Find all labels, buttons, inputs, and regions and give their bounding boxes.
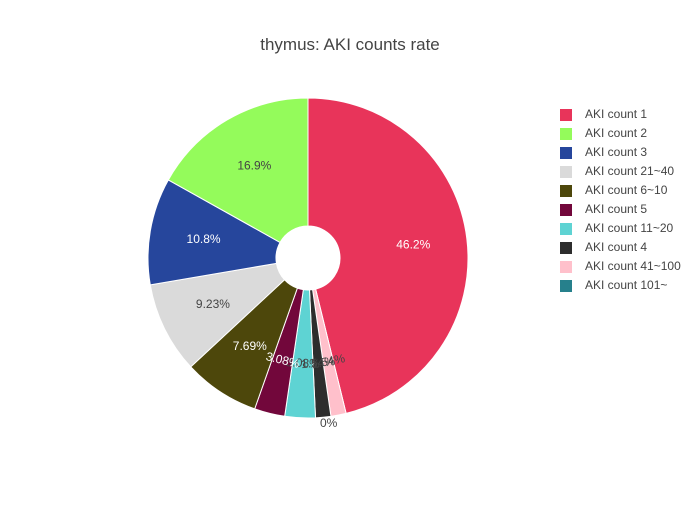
- slice-aki-count-2[interactable]: [167, 97, 309, 244]
- slice-label-aki-count-2: 16.9%: [237, 159, 271, 173]
- legend-label: AKI count 101~: [585, 278, 667, 292]
- legend-label: AKI count 21~40: [585, 164, 674, 178]
- legend-label: AKI count 4: [585, 240, 647, 254]
- legend-swatch: [560, 185, 572, 197]
- legend-label: AKI count 41~100: [585, 259, 681, 273]
- slice-aki-count-3[interactable]: [147, 179, 281, 286]
- legend-item-aki-count-2[interactable]: AKI count 2: [560, 126, 647, 140]
- legend-swatch: [560, 147, 572, 159]
- legend-item-aki-count-101[interactable]: AKI count 101~: [560, 278, 667, 292]
- legend-label: AKI count 6~10: [585, 183, 668, 197]
- slice-aki-count-1[interactable]: [307, 97, 469, 415]
- chart-title: thymus: AKI counts rate: [260, 35, 440, 54]
- legend-label: AKI count 3: [585, 145, 647, 159]
- slice-label-aki-count-1: 46.2%: [396, 237, 430, 251]
- legend-swatch: [560, 128, 572, 140]
- legend-swatch: [560, 280, 572, 292]
- slice-label-aki-count-6-10: 7.69%: [233, 339, 267, 353]
- slice-label-aki-count-41-100: 1.54%: [310, 351, 346, 371]
- legend[interactable]: AKI count 1 AKI count 2 AKI count 3 AKI cou…: [560, 107, 681, 292]
- legend-label: AKI count 2: [585, 126, 647, 140]
- legend-swatch: [560, 109, 572, 121]
- legend-label: AKI count 11~20: [585, 221, 674, 235]
- legend-swatch: [560, 166, 572, 178]
- slice-label-aki-count-11-20: 3.08%: [285, 355, 320, 371]
- legend-label: AKI count 5: [585, 202, 647, 216]
- legend-swatch: [560, 204, 572, 216]
- legend-item-aki-count-11-20[interactable]: AKI count 11~20: [560, 221, 674, 235]
- slice-label-aki-count-21-40: 9.23%: [196, 297, 230, 311]
- legend-item-aki-count-3[interactable]: AKI count 3: [560, 145, 647, 159]
- legend-swatch: [560, 261, 572, 273]
- legend-item-aki-count-5[interactable]: AKI count 5: [560, 202, 647, 216]
- legend-swatch: [560, 223, 572, 235]
- legend-item-aki-count-6-10[interactable]: AKI count 6~10: [560, 183, 668, 197]
- legend-swatch: [560, 242, 572, 254]
- legend-item-aki-count-41-100[interactable]: AKI count 41~100: [560, 259, 681, 273]
- legend-item-aki-count-21-40[interactable]: AKI count 21~40: [560, 164, 674, 178]
- legend-label: AKI count 1: [585, 107, 647, 121]
- slice-label-aki-count-3: 10.8%: [187, 232, 221, 246]
- slice-label-aki-count-101: 0%: [320, 416, 338, 430]
- legend-item-aki-count-4[interactable]: AKI count 4: [560, 240, 647, 254]
- pie-slices: [147, 97, 469, 419]
- slice-label-aki-count-4: 1.54%: [300, 354, 336, 371]
- legend-item-aki-count-1[interactable]: AKI count 1: [560, 107, 647, 121]
- slice-aki-count-21-40[interactable]: [149, 262, 286, 368]
- slice-labels: 46.2%1.54%1.54%3.08%3.08%7.69%9.23%10.8%…: [187, 159, 431, 430]
